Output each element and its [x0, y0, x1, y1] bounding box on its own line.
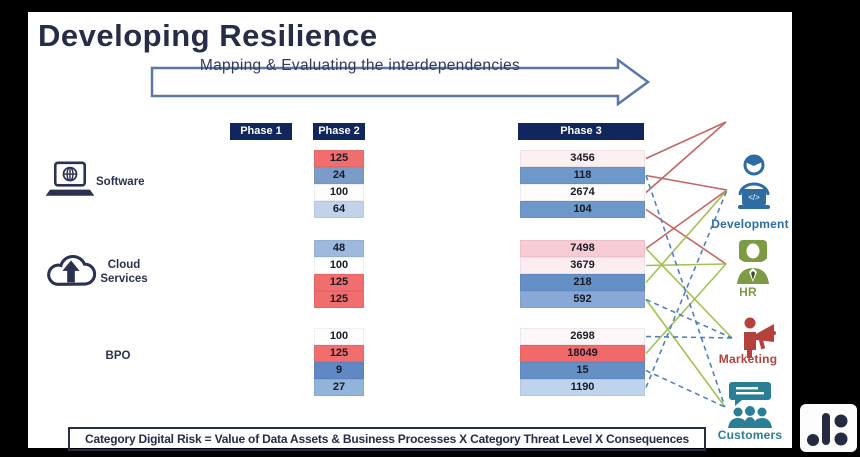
phase2-cell: 125 — [314, 291, 364, 308]
phase2-block: 125 24 100 64 — [314, 150, 364, 218]
development-label: Development — [711, 217, 789, 231]
stakeholder-development: </> — [734, 153, 774, 220]
phase3-cell: 1190 — [520, 379, 645, 396]
stakeholder-customers — [726, 380, 774, 435]
phase3-cell: 118 — [520, 167, 645, 184]
phase3-cell: 218 — [520, 274, 645, 291]
phase3-cell: 18049 — [520, 345, 645, 362]
cloud-upload-icon — [47, 254, 97, 286]
phase3-cell: 3679 — [520, 257, 645, 274]
brand-logo — [800, 404, 857, 452]
software-group — [44, 160, 96, 207]
hr-person-icon — [737, 240, 769, 284]
developer-laptop-icon: </> — [738, 154, 770, 209]
phase3-block: 3456 118 2674 104 — [520, 150, 645, 218]
phase2-cell: 125 — [314, 345, 364, 362]
formula-banner: Category Digital Risk = Value of Data As… — [68, 427, 706, 451]
marketing-label: Marketing — [718, 352, 778, 366]
phase3-header: Phase 3 — [518, 123, 644, 140]
phase2-cell: 64 — [314, 201, 364, 218]
phase2-block: 48 100 125 125 — [314, 240, 364, 308]
phase2-cell: 100 — [314, 328, 364, 345]
laptop-globe-icon — [45, 161, 95, 196]
software-group-label: Software — [96, 176, 145, 188]
phase2-header: Phase 2 — [313, 123, 365, 140]
phase3-cell: 104 — [520, 201, 645, 218]
brand-logo-mark-icon — [807, 413, 848, 446]
cloud-group-label: Cloud Services — [100, 259, 148, 285]
phase3-block: 2698 18049 15 1190 — [520, 328, 645, 396]
phase3-cell: 3456 — [520, 150, 645, 167]
phase2-cell: 125 — [314, 150, 364, 167]
stakeholder-hr — [735, 238, 771, 291]
arrow-banner-shape — [150, 58, 651, 107]
stakeholder-marketing — [740, 316, 778, 365]
customers-label: Customers — [717, 428, 783, 442]
phase2-cell: 9 — [314, 362, 364, 379]
hr-label: HR — [739, 285, 757, 299]
page-title: Developing Resilience — [38, 18, 378, 53]
megaphone-person-icon — [744, 317, 776, 358]
phase3-cell: 7498 — [520, 240, 645, 257]
bpo-group-label: BPO — [105, 350, 131, 362]
phase2-cell: 27 — [314, 379, 364, 396]
phase3-cell: 592 — [520, 291, 645, 308]
phase2-cell: 24 — [314, 167, 364, 184]
phase2-block: 100 125 9 27 — [314, 328, 364, 396]
phase3-cell: 2698 — [520, 328, 645, 345]
phase3-cell: 2674 — [520, 184, 645, 201]
phase3-cell: 15 — [520, 362, 645, 379]
phase2-cell: 100 — [314, 184, 364, 201]
phase3-block: 7498 3679 218 592 — [520, 240, 645, 308]
phase1-header: Phase 1 — [230, 123, 292, 140]
phase2-cell: 100 — [314, 257, 364, 274]
arrow-banner-label: Mapping & Evaluating the interdependenci… — [199, 57, 521, 74]
cloud-group — [46, 246, 97, 297]
phase2-cell: 125 — [314, 274, 364, 291]
svg-text:</>: </> — [748, 193, 760, 202]
customers-group-icon — [728, 382, 772, 428]
phase2-cell: 48 — [314, 240, 364, 257]
